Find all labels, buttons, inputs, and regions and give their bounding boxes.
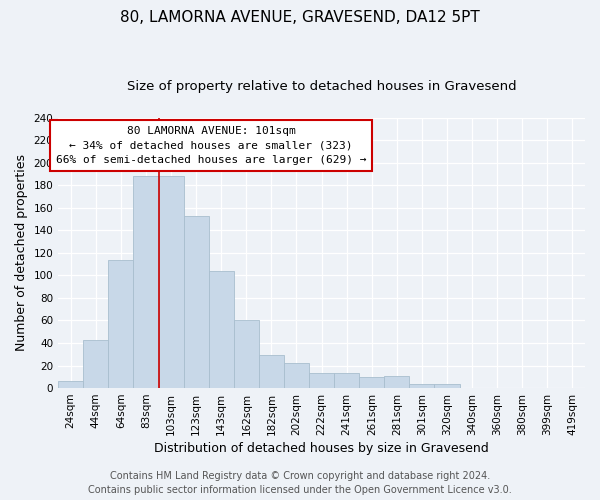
Bar [259,356,284,388]
Bar [209,271,234,388]
Bar [309,374,334,388]
Bar [133,176,158,388]
Y-axis label: Number of detached properties: Number of detached properties [15,154,28,352]
Text: 80, LAMORNA AVENUE, GRAVESEND, DA12 5PT: 80, LAMORNA AVENUE, GRAVESEND, DA12 5PT [120,10,480,25]
Bar [334,374,359,388]
Bar [359,377,385,388]
Bar [234,320,259,388]
Bar [284,364,309,388]
Bar [434,384,460,388]
X-axis label: Distribution of detached houses by size in Gravesend: Distribution of detached houses by size … [154,442,489,455]
Title: Size of property relative to detached houses in Gravesend: Size of property relative to detached ho… [127,80,517,93]
Text: 80 LAMORNA AVENUE: 101sqm
← 34% of detached houses are smaller (323)
66% of semi: 80 LAMORNA AVENUE: 101sqm ← 34% of detac… [56,126,366,166]
Bar [385,376,409,388]
Bar [58,382,83,388]
Text: Contains HM Land Registry data © Crown copyright and database right 2024.
Contai: Contains HM Land Registry data © Crown c… [88,471,512,495]
Bar [184,216,209,388]
Bar [158,176,184,388]
Bar [109,260,133,388]
Bar [83,340,109,388]
Bar [409,384,434,388]
